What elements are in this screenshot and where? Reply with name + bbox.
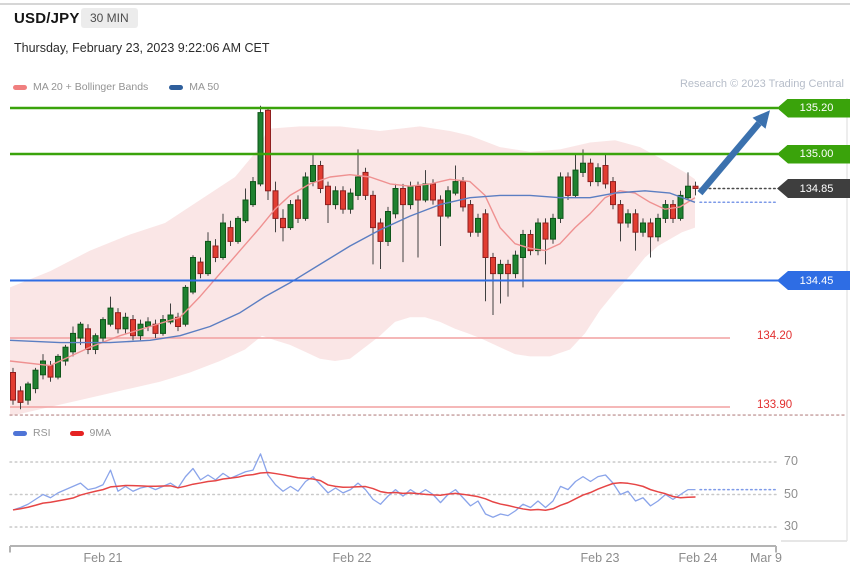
rsi-legend: RSI 9MA	[13, 427, 111, 439]
legend-item-ma50: MA 50	[169, 81, 219, 93]
x-axis-label-feb21: Feb 21	[83, 551, 123, 565]
ma50-swatch-icon	[169, 84, 184, 90]
ma20-bollinger-swatch-icon	[13, 84, 27, 90]
resistance-price-badge-2: 135.00	[777, 144, 850, 164]
x-axis	[9, 98, 848, 553]
ma50-line	[9, 190, 696, 344]
support-price-label-2: 133.90	[757, 399, 793, 411]
legend-item-rsi: RSI	[13, 427, 51, 439]
rsi-swatch-icon	[13, 430, 27, 436]
rsi-label: RSI	[33, 427, 51, 439]
resistance-price-value-2: 135.00	[799, 148, 834, 160]
attribution-text: Research © 2023 Trading Central	[679, 78, 844, 90]
legend-item-9ma: 9MA	[69, 427, 112, 439]
x-axis-label-feb24: Feb 24	[678, 551, 718, 565]
rsi-9ma-label: 9MA	[89, 427, 112, 439]
timeframe-badge: 30 MIN	[81, 8, 138, 28]
rsi-level-50: 50	[784, 486, 798, 501]
rsi-panel	[9, 453, 777, 528]
ma50-label: MA 50	[189, 81, 220, 93]
level-lines	[10, 106, 778, 282]
bullish-trend-arrow-icon	[697, 110, 770, 196]
x-axis-label-feb23: Feb 23	[580, 551, 620, 565]
chart-timestamp: Thursday, February 23, 2023 9:22:06 AM C…	[14, 41, 270, 55]
x-axis-label-mar9: Mar 9	[750, 551, 782, 565]
support-price-label-1: 134.20	[757, 330, 793, 342]
bollinger-band	[10, 126, 695, 417]
ma20-line	[9, 173, 696, 367]
ma20-bollinger-label: MA 20 + Bollinger Bands	[33, 81, 149, 93]
last-price-badge: 134.85	[777, 179, 850, 198]
rsi-level-70: 70	[784, 454, 798, 468]
support-price-value: 134.45	[799, 274, 834, 287]
legend-item-ma20-bollinger: MA 20 + Bollinger Bands	[13, 81, 148, 93]
last-price-value: 134.85	[799, 182, 834, 195]
symbol-title: USD/JPY	[14, 10, 80, 27]
x-axis-label-feb22: Feb 22	[332, 551, 372, 565]
main-chart-legend: MA 20 + Bollinger Bands MA 50	[13, 81, 219, 93]
candlesticks	[10, 105, 699, 410]
resistance-price-badge-1: 135.20	[777, 98, 850, 118]
price-extension-dotted-lines	[699, 187, 777, 204]
pink-support-lines	[9, 337, 847, 416]
resistance-price-value-1: 135.20	[799, 102, 834, 114]
support-price-badge: 134.45	[777, 271, 850, 290]
rsi-9ma-swatch-icon	[69, 430, 84, 436]
rsi-level-30: 30	[784, 519, 798, 533]
top-border-rule	[0, 3, 850, 5]
